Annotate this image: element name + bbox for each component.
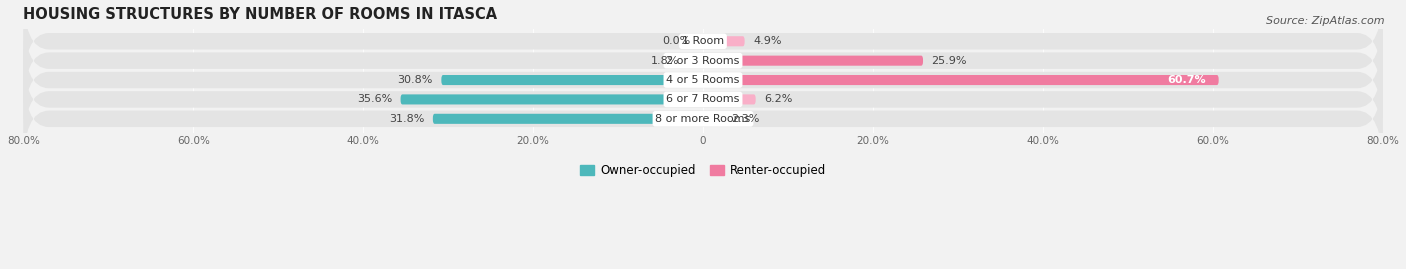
FancyBboxPatch shape — [433, 114, 703, 124]
Text: 4 or 5 Rooms: 4 or 5 Rooms — [666, 75, 740, 85]
FancyBboxPatch shape — [703, 114, 723, 124]
Text: 2 or 3 Rooms: 2 or 3 Rooms — [666, 56, 740, 66]
FancyBboxPatch shape — [24, 0, 1382, 91]
Text: 31.8%: 31.8% — [389, 114, 425, 124]
Text: 8 or more Rooms: 8 or more Rooms — [655, 114, 751, 124]
FancyBboxPatch shape — [401, 94, 703, 104]
Text: 4.9%: 4.9% — [754, 36, 782, 46]
Text: 35.6%: 35.6% — [357, 94, 392, 104]
FancyBboxPatch shape — [441, 75, 703, 85]
FancyBboxPatch shape — [24, 49, 1382, 149]
FancyBboxPatch shape — [24, 30, 1382, 130]
Text: 6 or 7 Rooms: 6 or 7 Rooms — [666, 94, 740, 104]
FancyBboxPatch shape — [703, 94, 755, 104]
Text: 2.3%: 2.3% — [731, 114, 759, 124]
Text: 1 Room: 1 Room — [682, 36, 724, 46]
FancyBboxPatch shape — [24, 69, 1382, 169]
Text: 25.9%: 25.9% — [932, 56, 967, 66]
Text: 30.8%: 30.8% — [398, 75, 433, 85]
Text: 1.8%: 1.8% — [651, 56, 679, 66]
Legend: Owner-occupied, Renter-occupied: Owner-occupied, Renter-occupied — [575, 160, 831, 182]
FancyBboxPatch shape — [24, 11, 1382, 111]
FancyBboxPatch shape — [703, 75, 1219, 85]
Text: 0.0%: 0.0% — [662, 36, 690, 46]
FancyBboxPatch shape — [688, 56, 703, 66]
Text: 60.7%: 60.7% — [1167, 75, 1206, 85]
Text: 6.2%: 6.2% — [765, 94, 793, 104]
FancyBboxPatch shape — [703, 56, 922, 66]
Text: Source: ZipAtlas.com: Source: ZipAtlas.com — [1267, 16, 1385, 26]
Text: HOUSING STRUCTURES BY NUMBER OF ROOMS IN ITASCA: HOUSING STRUCTURES BY NUMBER OF ROOMS IN… — [24, 7, 498, 22]
FancyBboxPatch shape — [703, 36, 745, 46]
